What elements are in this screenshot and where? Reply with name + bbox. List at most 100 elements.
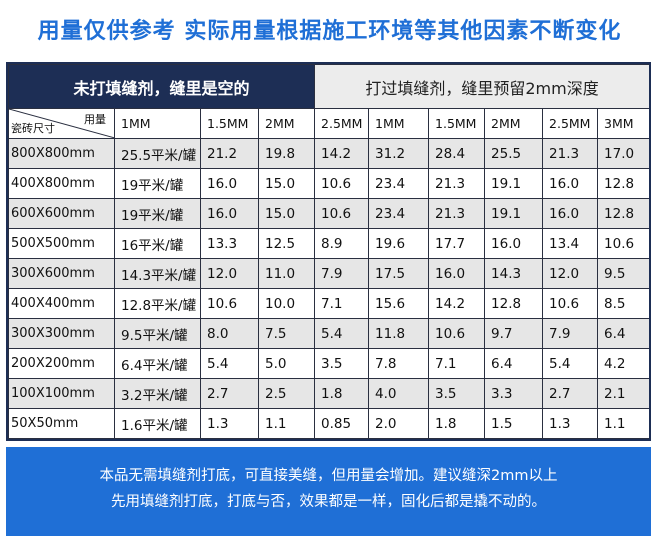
usage-value-cell: 12.0: [200, 258, 259, 289]
tile-size-cell: 300X600mm: [8, 258, 115, 289]
usage-value-cell: 21.3: [428, 198, 486, 229]
usage-value-cell: 10.6: [428, 318, 486, 349]
usage-value-cell: 10.6: [542, 288, 599, 319]
usage-value-cell: 16.0: [200, 168, 259, 199]
usage-value-cell: 7.1: [428, 348, 486, 379]
usage-value-cell: 2.5: [257, 378, 316, 409]
usage-value-cell: 16.0: [484, 228, 544, 259]
tile-size-cell: 100X100mm: [8, 378, 115, 409]
usage-value-cell: 6.4: [484, 348, 544, 379]
usage-value-cell: 25.5: [484, 138, 544, 169]
usage-value-cell: 9.7: [484, 318, 544, 349]
tile-size-cell: 600X600mm: [8, 198, 115, 229]
usage-value-cell: 9.5平米/罐: [114, 318, 201, 349]
group-header-row: 未打填缝剂，缝里是空的 打过填缝剂，缝里预留2mm深度: [8, 64, 649, 109]
usage-value-cell: 12.5: [257, 228, 316, 259]
usage-value-cell: 2.0: [368, 408, 430, 439]
usage-value-cell: 5.4: [314, 318, 370, 349]
column-header: 2MM: [257, 108, 316, 139]
usage-value-cell: 12.0: [542, 258, 599, 289]
usage-table-frame: 未打填缝剂，缝里是空的 打过填缝剂，缝里预留2mm深度 用量 瓷砖尺寸 1MM 1…: [6, 62, 651, 441]
usage-value-cell: 6.4平米/罐: [114, 348, 201, 379]
usage-value-cell: 12.8平米/罐: [114, 288, 201, 319]
usage-value-cell: 21.2: [200, 138, 259, 169]
usage-value-cell: 19平米/罐: [114, 198, 201, 229]
usage-value-cell: 14.2: [428, 288, 486, 319]
table-row: 600X600mm 19平米/罐 16.0 15.0 10.6 23.4 21.3 19.1 1…: [8, 198, 649, 229]
column-header: 2.5MM: [314, 108, 370, 139]
usage-value-cell: 17.7: [428, 228, 486, 259]
page-title: 用量仅供参考 实际用量根据施工环境等其他因素不断变化: [37, 19, 622, 44]
usage-value-cell: 1.3: [542, 408, 599, 439]
corner-bottom-label: 瓷砖尺寸: [11, 122, 55, 135]
usage-value-cell: 16.0: [428, 258, 486, 289]
tile-size-cell: 800X800mm: [8, 138, 115, 169]
usage-value-cell: 8.9: [314, 228, 370, 259]
usage-value-cell: 25.5平米/罐: [114, 138, 201, 169]
usage-value-cell: 13.3: [200, 228, 259, 259]
tile-size-cell: 50X50mm: [8, 408, 115, 439]
usage-value-cell: 23.4: [368, 168, 430, 199]
usage-value-cell: 1.5: [484, 408, 544, 439]
usage-table: 未打填缝剂，缝里是空的 打过填缝剂，缝里预留2mm深度 用量 瓷砖尺寸 1MM 1…: [8, 64, 649, 439]
usage-value-cell: 11.0: [257, 258, 316, 289]
usage-value-cell: 7.8: [368, 348, 430, 379]
usage-value-cell: 3.5: [428, 378, 486, 409]
usage-value-cell: 10.0: [257, 288, 316, 319]
column-header: 2.5MM: [542, 108, 599, 139]
usage-value-cell: 1.1: [257, 408, 316, 439]
usage-value-cell: 9.5: [597, 258, 649, 289]
usage-value-cell: 14.3: [484, 258, 544, 289]
usage-value-cell: 31.2: [368, 138, 430, 169]
tile-size-cell: 300X300mm: [8, 318, 115, 349]
usage-value-cell: 1.6平米/罐: [114, 408, 201, 439]
usage-value-cell: 19.1: [484, 168, 544, 199]
table-row: 400X800mm 19平米/罐 16.0 15.0 10.6 23.4 21.3 19.1 1…: [8, 168, 649, 199]
usage-value-cell: 16.0: [542, 168, 599, 199]
usage-value-cell: 14.3平米/罐: [114, 258, 201, 289]
table-row: 300X600mm 14.3平米/罐 12.0 11.0 7.9 17.5 16.0 14.3…: [8, 258, 649, 289]
usage-value-cell: 19.8: [257, 138, 316, 169]
column-header: 1.5MM: [200, 108, 259, 139]
usage-value-cell: 21.3: [428, 168, 486, 199]
usage-value-cell: 15.0: [257, 198, 316, 229]
table-row: 400X400mm 12.8平米/罐 10.6 10.0 7.1 15.6 14.2 12.8…: [8, 288, 649, 319]
usage-value-cell: 5.4: [542, 348, 599, 379]
usage-value-cell: 1.1: [597, 408, 649, 439]
footer-line-2: 先用填缝剂打底，打底与否，效果都是一样，固化后都是撬不动的。: [111, 494, 546, 510]
usage-value-cell: 7.1: [314, 288, 370, 319]
tile-size-cell: 200X200mm: [8, 348, 115, 379]
usage-value-cell: 10.6: [200, 288, 259, 319]
usage-value-cell: 12.8: [597, 198, 649, 229]
usage-value-cell: 19.6: [368, 228, 430, 259]
diagonal-divider: [9, 109, 114, 138]
usage-value-cell: 3.3: [484, 378, 544, 409]
usage-value-cell: 28.4: [428, 138, 486, 169]
usage-value-cell: 7.5: [257, 318, 316, 349]
usage-value-cell: 17.5: [368, 258, 430, 289]
table-row: 50X50mm 1.6平米/罐 1.3 1.1 0.85 2.0 1.8 1.5 1.3 1.1: [8, 408, 649, 439]
corner-header-cell: 用量 瓷砖尺寸: [8, 108, 115, 139]
usage-value-cell: 14.2: [314, 138, 370, 169]
usage-value-cell: 11.8: [368, 318, 430, 349]
usage-value-cell: 8.0: [200, 318, 259, 349]
group-header-unfilled: 未打填缝剂，缝里是空的: [8, 64, 316, 109]
column-header: 1MM: [368, 108, 430, 139]
usage-value-cell: 4.0: [368, 378, 430, 409]
column-header: 1.5MM: [428, 108, 486, 139]
tile-size-cell: 500X500mm: [8, 228, 115, 259]
column-header: 2MM: [484, 108, 544, 139]
usage-value-cell: 15.0: [257, 168, 316, 199]
usage-value-cell: 5.4: [200, 348, 259, 379]
corner-top-label: 用量: [84, 113, 106, 126]
usage-value-cell: 10.6: [314, 198, 370, 229]
usage-value-cell: 8.5: [597, 288, 649, 319]
usage-value-cell: 2.1: [597, 378, 649, 409]
group-header-filled: 打过填缝剂，缝里预留2mm深度: [314, 64, 649, 109]
usage-value-cell: 1.8: [314, 378, 370, 409]
column-header: 1MM: [114, 108, 201, 139]
usage-value-cell: 7.9: [542, 318, 599, 349]
table-row: 200X200mm 6.4平米/罐 5.4 5.0 3.5 7.8 7.1 6.4 5.4 4.2: [8, 348, 649, 379]
tile-size-cell: 400X400mm: [8, 288, 115, 319]
usage-value-cell: 16.0: [200, 198, 259, 229]
